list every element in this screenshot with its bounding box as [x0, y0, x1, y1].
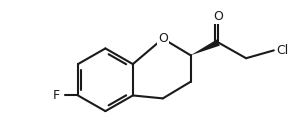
Text: O: O	[158, 32, 168, 45]
Polygon shape	[191, 39, 220, 55]
Text: O: O	[213, 10, 223, 23]
Text: Cl: Cl	[276, 44, 288, 57]
Text: F: F	[53, 89, 60, 102]
